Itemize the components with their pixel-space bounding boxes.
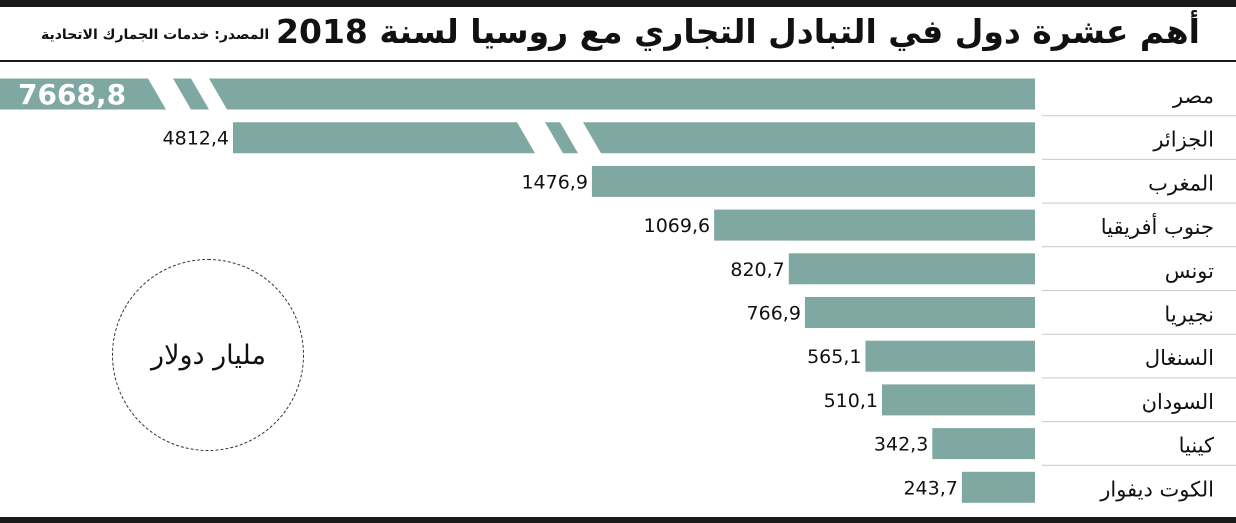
bottom-rule xyxy=(0,517,1236,523)
bar-segment xyxy=(233,122,535,154)
bar xyxy=(714,209,1035,241)
category-label: جنوب أفريقيا xyxy=(1101,213,1214,239)
value-label: 243,7 xyxy=(903,477,957,499)
bar xyxy=(788,253,1035,285)
bar-segment xyxy=(0,78,166,110)
category-label: السودان xyxy=(1142,390,1214,414)
unit-label: مليار دولار xyxy=(151,340,266,371)
value-label: 4812,4 xyxy=(163,128,229,150)
value-label: 565,1 xyxy=(807,346,861,368)
category-label: تونس xyxy=(1165,259,1214,283)
category-label: كينيا xyxy=(1179,434,1214,458)
unit-circle xyxy=(112,259,304,451)
value-label: 1476,9 xyxy=(521,171,587,193)
bar-break-piece xyxy=(173,78,209,110)
category-label: الكوت ديفوار xyxy=(1099,477,1214,501)
bar xyxy=(804,297,1035,328)
bar xyxy=(865,340,1035,372)
value-label: 766,9 xyxy=(747,303,801,325)
value-label: 820,7 xyxy=(730,259,784,281)
category-label: المغرب xyxy=(1148,171,1214,195)
bar-segment xyxy=(583,122,1035,154)
top-rule xyxy=(0,0,1236,7)
bar-segment xyxy=(209,78,1035,110)
value-label: 7668,8 xyxy=(18,78,126,111)
category-label: الجزائر xyxy=(1152,128,1214,152)
bar xyxy=(881,384,1035,416)
source-note: المصدر: خدمات الجمارك الاتحادية xyxy=(41,27,270,43)
chart-title: أهم عشرة دول في التبادل التجاري مع روسيا… xyxy=(276,12,1200,51)
category-label: مصر xyxy=(1172,84,1214,108)
bar xyxy=(961,471,1035,503)
value-label: 342,3 xyxy=(874,434,928,456)
header-rule xyxy=(0,60,1236,62)
bar xyxy=(932,428,1035,460)
value-label: 1069,6 xyxy=(644,215,710,237)
bar-break-piece xyxy=(545,122,578,154)
value-label: 510,1 xyxy=(824,390,878,412)
bar-chart: 7668,8 مصر 4812,4 الجزائر 1476,9 المغرب 1069,6… xyxy=(0,78,1236,503)
bar xyxy=(591,165,1035,197)
category-label: نجيريا xyxy=(1164,303,1214,327)
category-label: السنغال xyxy=(1145,346,1214,370)
